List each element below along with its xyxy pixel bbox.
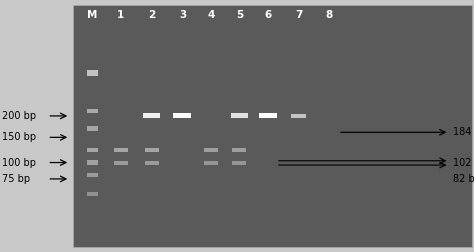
Bar [87, 192, 98, 196]
Text: 184 bp: 184 bp [453, 127, 474, 137]
Text: 75 bp: 75 bp [2, 174, 30, 184]
Bar [204, 148, 218, 152]
Bar [145, 148, 159, 152]
Text: 6: 6 [264, 10, 272, 20]
Bar [231, 113, 247, 118]
Bar [73, 5, 472, 247]
Text: 7: 7 [295, 10, 302, 20]
Bar [87, 109, 98, 113]
Bar [87, 70, 98, 76]
Bar [114, 161, 128, 165]
Text: 8: 8 [326, 10, 333, 20]
Bar [259, 113, 277, 118]
Text: 3: 3 [179, 10, 186, 20]
Text: 82 bp: 82 bp [453, 174, 474, 184]
Bar [204, 161, 218, 165]
Text: 100 bp: 100 bp [2, 158, 36, 168]
Bar [87, 148, 98, 152]
Bar [232, 161, 246, 165]
Text: 5: 5 [236, 10, 243, 20]
Bar [114, 148, 128, 152]
Text: 102 bp: 102 bp [453, 158, 474, 168]
Bar [291, 114, 306, 118]
Text: 150 bp: 150 bp [2, 132, 36, 142]
Text: 1: 1 [117, 10, 125, 20]
Bar [232, 148, 246, 152]
Text: 4: 4 [207, 10, 215, 20]
Bar [173, 113, 191, 118]
Bar [145, 161, 159, 165]
Bar [87, 160, 98, 165]
Text: 2: 2 [148, 10, 155, 20]
Bar [87, 173, 98, 177]
Text: M: M [87, 10, 98, 20]
Text: 200 bp: 200 bp [2, 111, 36, 121]
Bar [143, 113, 160, 118]
Bar [87, 126, 98, 131]
